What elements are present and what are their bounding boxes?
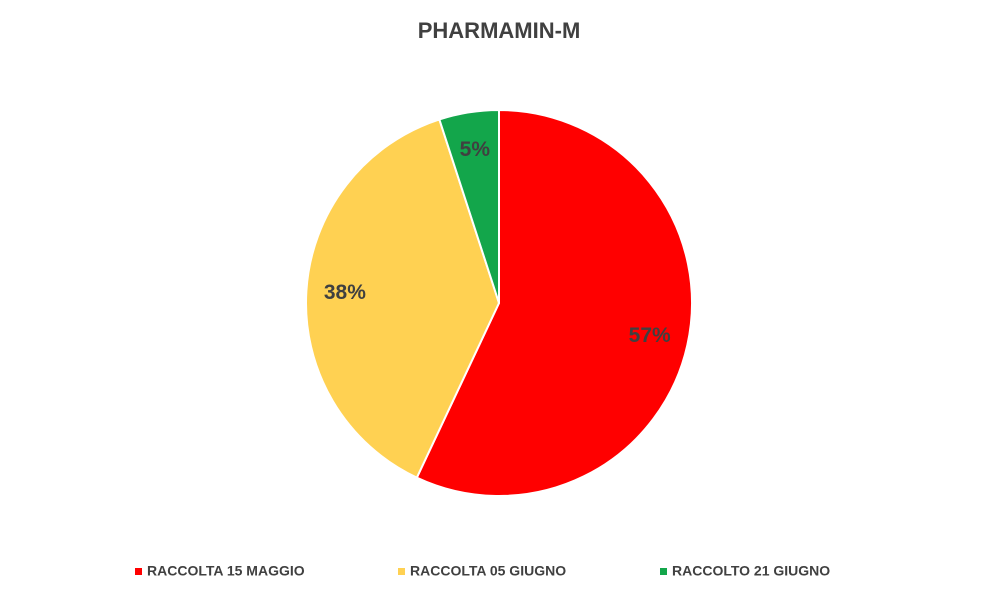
data-label: 57% <box>629 324 671 347</box>
pie-slice <box>438 108 500 304</box>
pie-slice <box>415 108 693 497</box>
legend-marker <box>135 568 142 575</box>
chart-title: PHARMAMIN-M <box>418 18 581 43</box>
legend-label: RACCOLTA 15 MAGGIO <box>147 563 305 579</box>
legend-label: RACCOLTA 05 GIUGNO <box>410 563 566 579</box>
legend-label: RACCOLTO 21 GIUGNO <box>672 563 830 579</box>
data-label: 5% <box>460 138 491 161</box>
pie-slice <box>305 118 501 479</box>
legend-marker <box>660 568 667 575</box>
data-label: 38% <box>324 281 366 304</box>
legend-marker <box>398 568 405 575</box>
